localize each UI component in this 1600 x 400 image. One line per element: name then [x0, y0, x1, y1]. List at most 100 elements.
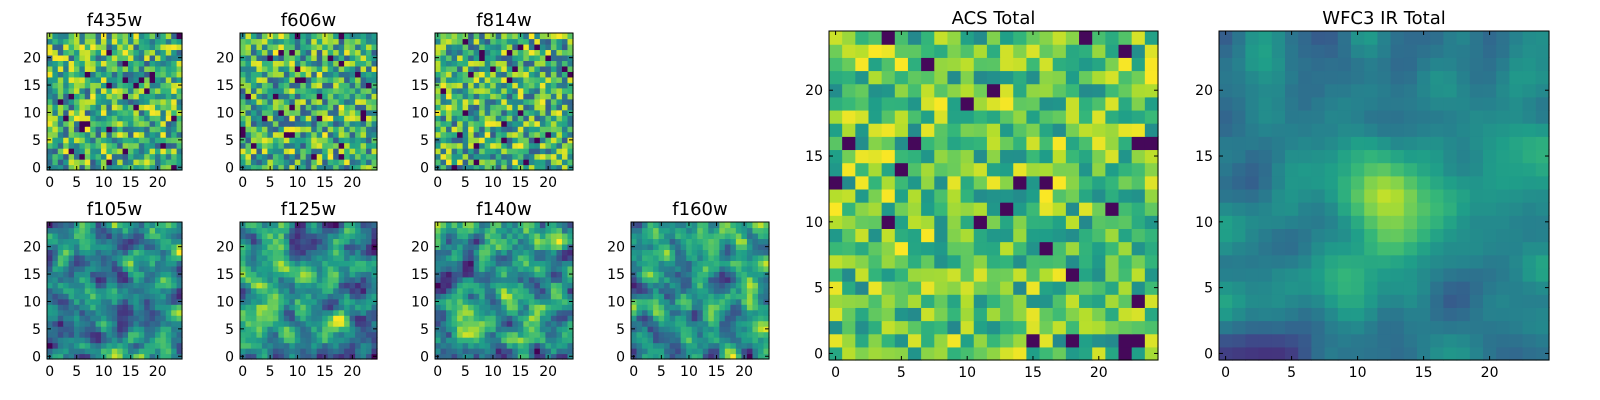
heatmap-cell: [57, 76, 64, 83]
heatmap-cell: [149, 93, 156, 100]
heatmap-cell: [176, 65, 183, 72]
heatmap-cell: [250, 98, 258, 105]
heatmap-cell: [752, 238, 759, 245]
heatmap-cell: [446, 287, 453, 294]
heatmap-cell: [490, 348, 497, 355]
heatmap-cell: [545, 43, 552, 51]
heatmap-cell: [468, 142, 475, 149]
x-tick-label: 20: [539, 175, 557, 191]
heatmap-cell: [528, 260, 535, 267]
heatmap-cell: [446, 238, 453, 245]
heatmap-cell: [117, 276, 124, 283]
heatmap-cell: [550, 342, 558, 349]
heatmap-cell: [344, 142, 351, 149]
heatmap-cell: [501, 348, 508, 355]
heatmap-cell: [484, 243, 491, 250]
heatmap-cell: [144, 33, 151, 40]
heatmap-cell: [160, 164, 167, 171]
heatmap-cell: [1000, 228, 1014, 243]
heatmap-cell: [894, 241, 909, 256]
heatmap-cell: [149, 60, 156, 67]
heatmap-cell: [534, 271, 541, 278]
heatmap-cell: [719, 331, 726, 338]
heatmap-cell: [138, 54, 145, 61]
heatmap-cell: [462, 298, 469, 305]
heatmap-cell: [311, 309, 318, 316]
panel-title: f606w: [281, 10, 336, 31]
heatmap-cell: [95, 260, 102, 267]
heatmap-cell: [171, 282, 178, 289]
heatmap-cell: [74, 304, 80, 311]
heatmap-cell: [74, 120, 80, 127]
heatmap-cell: [1105, 281, 1120, 295]
heatmap-cell: [261, 148, 268, 155]
heatmap-cell: [360, 254, 367, 261]
heatmap-cell: [534, 298, 541, 305]
heatmap-cell: [545, 254, 552, 261]
heatmap-cell: [534, 227, 541, 234]
heatmap-cell: [138, 71, 145, 78]
heatmap-cell: [528, 126, 535, 133]
heatmap-cell: [752, 326, 759, 333]
heatmap-cell: [523, 282, 530, 289]
heatmap-cell: [462, 54, 469, 61]
heatmap-cell: [534, 254, 541, 261]
heatmap-cell: [289, 98, 296, 105]
heatmap-cell: [311, 33, 318, 40]
heatmap-cell: [512, 337, 519, 344]
heatmap-cell: [68, 33, 75, 40]
heatmap-cell: [355, 43, 362, 51]
heatmap-cell: [90, 222, 97, 229]
heatmap-cell: [63, 164, 70, 171]
heatmap-cell: [686, 293, 693, 300]
heatmap-cell: [636, 337, 643, 344]
heatmap-cell: [501, 298, 508, 305]
heatmap-cell: [1131, 254, 1146, 269]
heatmap-cell: [117, 271, 124, 278]
heatmap-cell: [294, 65, 301, 72]
heatmap-cell: [57, 131, 64, 138]
heatmap-cell: [556, 249, 563, 256]
heatmap-cell: [539, 342, 546, 349]
heatmap-cell: [517, 287, 524, 294]
heatmap-cell: [545, 54, 552, 61]
heatmap-cell: [117, 49, 124, 56]
heatmap-cell: [664, 331, 671, 338]
heatmap-cell: [462, 348, 469, 355]
heatmap-cell: [664, 232, 671, 240]
heatmap-cell: [283, 320, 290, 327]
heatmap-cell: [446, 43, 453, 51]
heatmap-cell: [473, 243, 480, 250]
heatmap-cell: [289, 315, 296, 322]
heatmap-cell: [289, 153, 296, 160]
heatmap-cell: [457, 104, 464, 111]
heatmap-cell: [128, 298, 134, 305]
heatmap-cell: [256, 243, 263, 250]
heatmap-cell: [366, 142, 373, 149]
heatmap-cell: [267, 309, 274, 316]
heatmap-cell: [344, 87, 351, 94]
heatmap-cell: [653, 222, 660, 229]
heatmap-cell: [278, 326, 285, 333]
heatmap-cell: [74, 331, 80, 338]
heatmap-cell: [322, 331, 329, 338]
heatmap-cell: [68, 326, 75, 333]
heatmap-cell: [176, 249, 183, 256]
heatmap-cell: [128, 109, 134, 116]
heatmap-cell: [90, 271, 97, 278]
heatmap-cell: [1039, 281, 1054, 295]
heatmap-cell: [907, 346, 922, 361]
heatmap-cell: [675, 276, 682, 283]
heatmap-cell: [311, 271, 318, 278]
heatmap-cell: [484, 287, 491, 294]
heatmap-cell: [539, 249, 546, 256]
heatmap-cell: [250, 142, 258, 149]
heatmap-cell: [117, 93, 124, 100]
heatmap-cell: [245, 38, 252, 45]
heatmap-cell: [686, 298, 693, 305]
heatmap-cell: [556, 282, 563, 289]
heatmap-cell: [122, 260, 129, 267]
heatmap-cell: [360, 93, 367, 100]
heatmap-cell: [300, 293, 307, 300]
